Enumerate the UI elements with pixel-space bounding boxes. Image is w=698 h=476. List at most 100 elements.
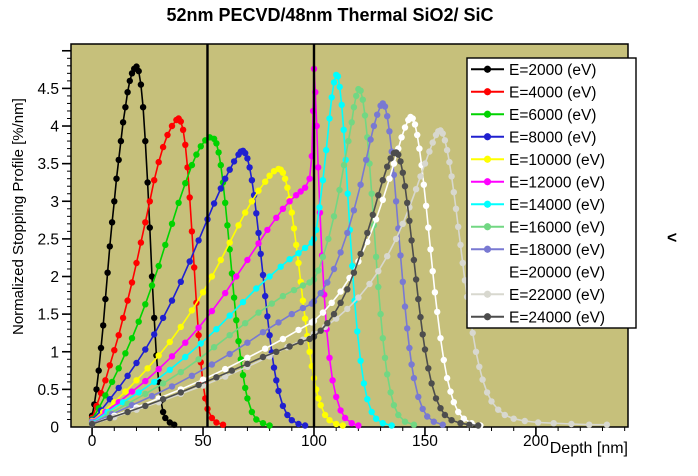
data-point xyxy=(293,192,300,199)
data-point xyxy=(319,309,327,316)
data-point xyxy=(168,122,176,130)
data-point xyxy=(135,67,142,75)
data-point xyxy=(195,237,202,244)
data-point xyxy=(326,417,333,424)
data-point xyxy=(501,411,508,419)
data-point xyxy=(357,250,364,258)
data-point xyxy=(124,372,131,379)
data-point xyxy=(408,237,415,244)
data-point xyxy=(317,327,324,334)
data-point xyxy=(146,224,153,231)
data-point xyxy=(230,294,238,301)
data-point xyxy=(281,175,289,182)
legend-entry-label: E=2000 (eV) xyxy=(509,62,596,79)
y-tick-label: 4 xyxy=(50,119,59,136)
legend-entry-label: E=4000 (eV) xyxy=(509,84,596,101)
data-point xyxy=(395,151,402,158)
data-point xyxy=(177,323,184,331)
data-point xyxy=(341,414,349,422)
data-point xyxy=(360,380,368,387)
legend-entry-label: E=24000 (eV) xyxy=(509,309,605,326)
data-point xyxy=(392,198,400,205)
data-point xyxy=(193,151,200,158)
data-point xyxy=(306,348,313,355)
data-point xyxy=(133,259,140,267)
legend-marker-sample xyxy=(483,155,492,163)
data-point xyxy=(455,223,462,230)
data-point xyxy=(387,155,394,162)
data-point xyxy=(420,181,427,188)
data-point xyxy=(330,265,338,273)
data-point xyxy=(144,365,151,372)
data-point xyxy=(195,324,202,331)
data-point xyxy=(259,353,267,361)
data-point xyxy=(262,178,269,185)
data-point xyxy=(253,210,260,217)
data-point xyxy=(399,169,406,176)
data-point xyxy=(333,420,340,428)
data-point xyxy=(521,417,528,425)
data-point xyxy=(448,417,455,424)
data-point xyxy=(244,395,251,402)
data-point xyxy=(409,115,416,122)
data-point xyxy=(443,146,451,154)
data-point xyxy=(425,224,432,231)
data-point xyxy=(432,395,440,402)
data-point xyxy=(450,399,457,406)
data-point xyxy=(550,420,557,427)
data-point xyxy=(213,374,220,381)
data-point xyxy=(215,149,222,156)
data-point xyxy=(390,171,398,179)
data-point xyxy=(117,137,125,145)
data-point xyxy=(148,282,156,289)
data-point xyxy=(182,141,189,148)
data-point xyxy=(133,359,140,367)
data-point xyxy=(406,344,413,352)
data-point xyxy=(210,344,218,351)
data-point xyxy=(299,282,307,289)
data-point xyxy=(390,402,398,409)
data-point xyxy=(350,104,358,111)
data-point xyxy=(398,134,405,141)
data-point xyxy=(412,186,420,193)
data-point xyxy=(106,243,114,250)
legend-marker-sample xyxy=(483,245,492,253)
legend-entry-label: E=8000 (eV) xyxy=(509,129,596,146)
data-point xyxy=(168,353,176,360)
data-point xyxy=(137,81,145,88)
data-point xyxy=(404,325,411,332)
data-point xyxy=(208,307,216,315)
data-point xyxy=(349,262,356,270)
legend-entry-label: E=6000 (eV) xyxy=(509,107,596,124)
data-point xyxy=(440,356,447,364)
data-point xyxy=(166,338,173,346)
data-point xyxy=(377,310,384,318)
data-point xyxy=(416,145,423,152)
data-point xyxy=(354,328,361,335)
data-point xyxy=(259,271,267,279)
data-point xyxy=(124,297,131,304)
data-point xyxy=(188,228,196,235)
data-point xyxy=(472,348,480,355)
y-axis-title: Normalized Stopping Profile [%/nm] xyxy=(10,98,27,335)
data-point xyxy=(568,420,575,428)
data-point xyxy=(344,190,351,197)
data-point xyxy=(355,422,362,429)
data-point xyxy=(299,304,307,312)
data-point xyxy=(348,119,355,126)
data-point xyxy=(262,292,269,300)
data-point xyxy=(426,148,433,155)
data-point xyxy=(253,416,260,423)
legend-marker-sample xyxy=(483,110,492,118)
data-point xyxy=(111,347,118,354)
data-point xyxy=(95,367,102,374)
data-point xyxy=(248,408,256,416)
data-point xyxy=(286,198,293,205)
data-point xyxy=(88,420,96,428)
data-point xyxy=(534,419,542,426)
data-point xyxy=(415,393,422,401)
data-point xyxy=(124,408,131,416)
data-point xyxy=(401,124,409,131)
data-point xyxy=(268,300,275,307)
